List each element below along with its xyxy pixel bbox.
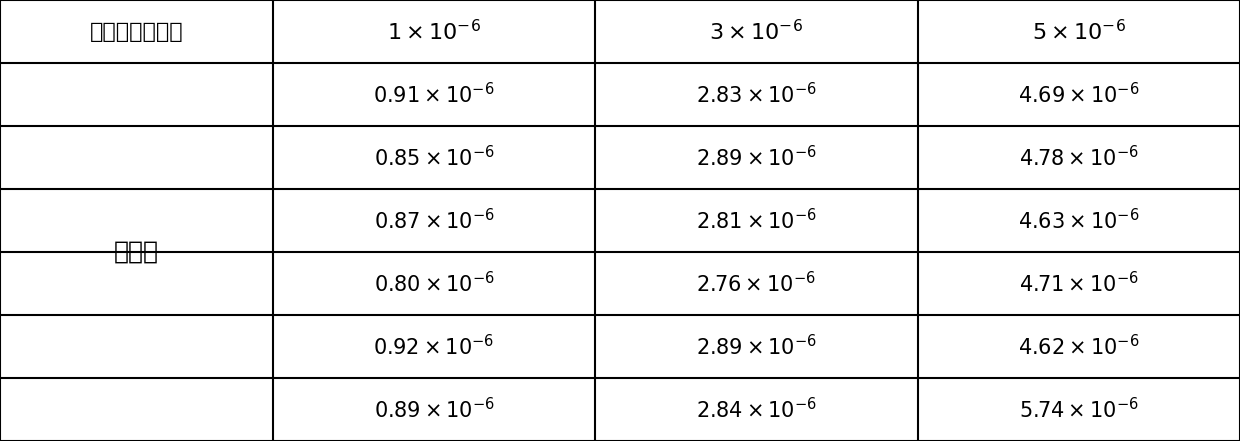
Text: $0.92\times10^{-6}$: $0.92\times10^{-6}$	[373, 334, 495, 359]
Text: $2.81\times10^{-6}$: $2.81\times10^{-6}$	[696, 208, 817, 233]
Text: 测定值: 测定值	[114, 240, 159, 264]
Text: $1\times10^{-6}$: $1\times10^{-6}$	[387, 19, 481, 44]
Text: $0.89\times10^{-6}$: $0.89\times10^{-6}$	[373, 397, 495, 422]
Text: $0.87\times10^{-6}$: $0.87\times10^{-6}$	[373, 208, 495, 233]
Text: $2.89\times10^{-6}$: $2.89\times10^{-6}$	[696, 145, 817, 170]
Text: $5\times10^{-6}$: $5\times10^{-6}$	[1032, 19, 1126, 44]
Text: $2.89\times10^{-6}$: $2.89\times10^{-6}$	[696, 334, 817, 359]
Text: $2.76\times10^{-6}$: $2.76\times10^{-6}$	[697, 271, 816, 296]
Text: $4.63\times10^{-6}$: $4.63\times10^{-6}$	[1018, 208, 1140, 233]
Text: $2.84\times10^{-6}$: $2.84\times10^{-6}$	[696, 397, 817, 422]
Text: $0.91\times10^{-6}$: $0.91\times10^{-6}$	[373, 82, 495, 107]
Text: $4.69\times10^{-6}$: $4.69\times10^{-6}$	[1018, 82, 1140, 107]
Text: $0.80\times10^{-6}$: $0.80\times10^{-6}$	[373, 271, 495, 296]
Text: $2.83\times10^{-6}$: $2.83\times10^{-6}$	[696, 82, 817, 107]
Text: $3\times10^{-6}$: $3\times10^{-6}$	[709, 19, 804, 44]
Text: $0.85\times10^{-6}$: $0.85\times10^{-6}$	[373, 145, 495, 170]
Text: $4.71\times10^{-6}$: $4.71\times10^{-6}$	[1019, 271, 1138, 296]
Text: $5.74\times10^{-6}$: $5.74\times10^{-6}$	[1019, 397, 1138, 422]
Text: $4.78\times10^{-6}$: $4.78\times10^{-6}$	[1019, 145, 1138, 170]
Text: 硫化氢浓度水平: 硫化氢浓度水平	[89, 22, 184, 41]
Text: $4.62\times10^{-6}$: $4.62\times10^{-6}$	[1018, 334, 1140, 359]
